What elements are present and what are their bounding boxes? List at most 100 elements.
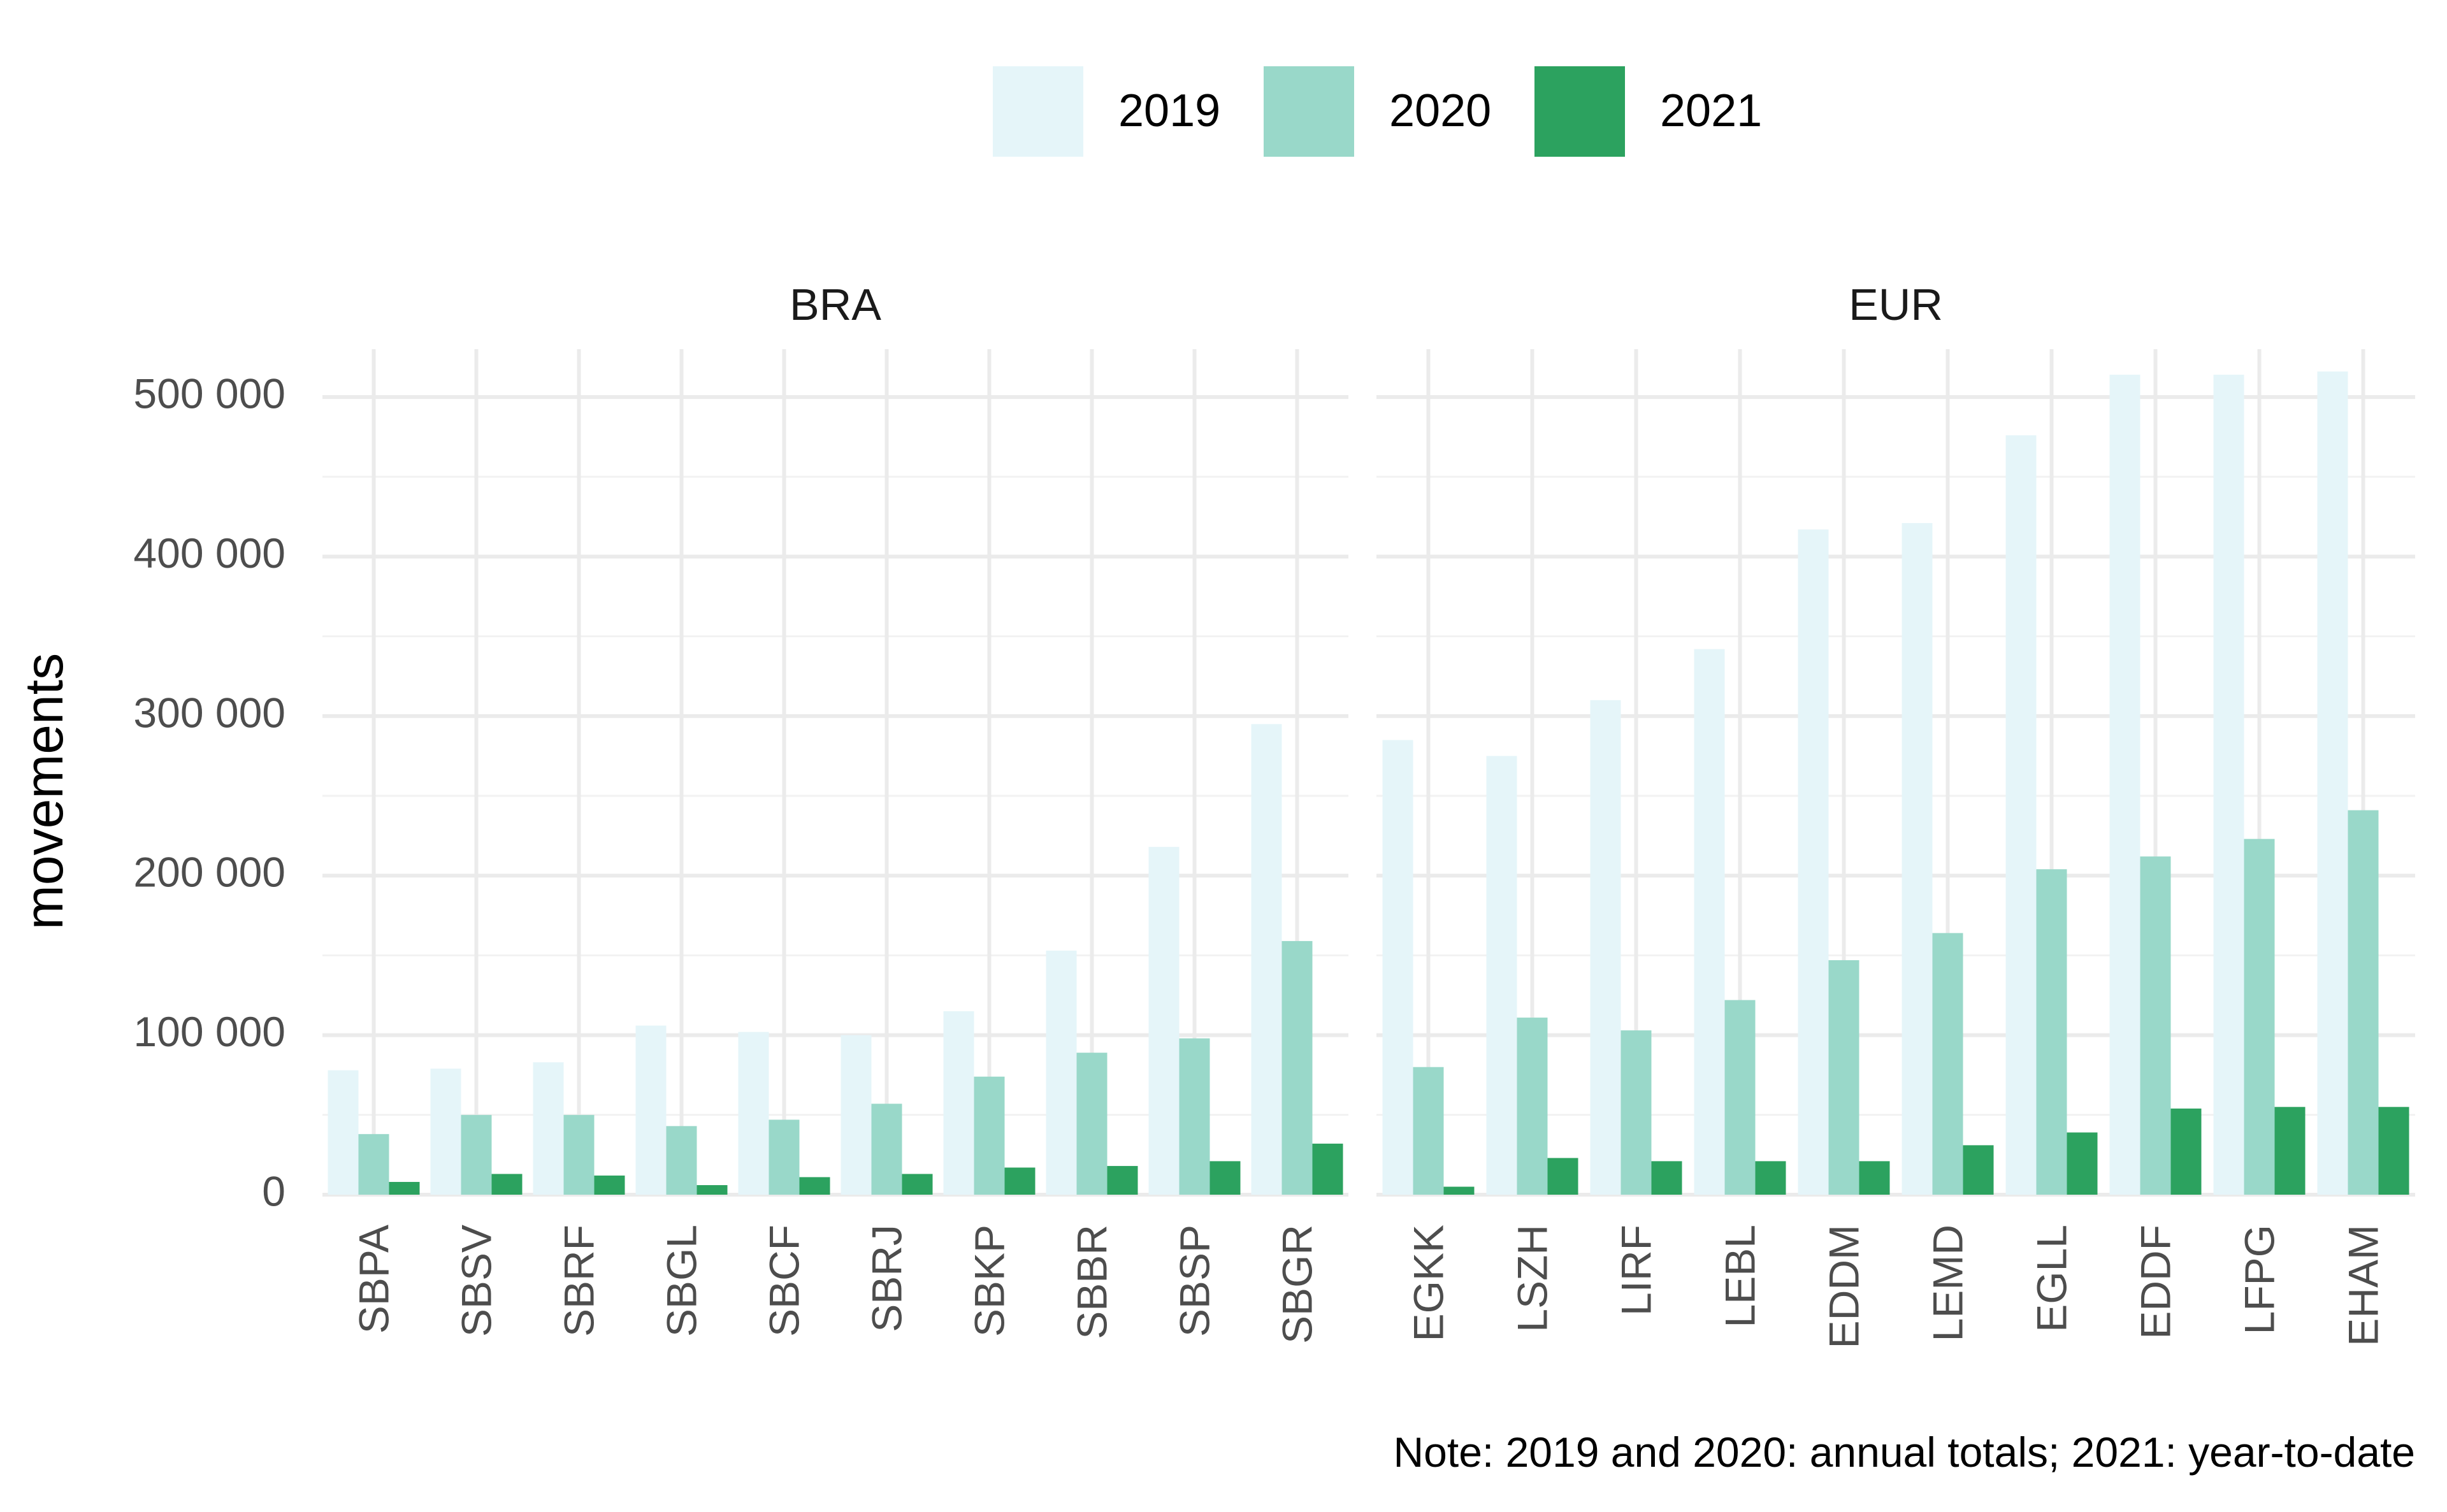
bar-egkk-2019 [1382, 740, 1413, 1195]
bar-sbcf-2019 [738, 1032, 769, 1195]
x-tick-label: SBGR [1274, 1225, 1321, 1344]
bar-lirf-2020 [1621, 1030, 1652, 1195]
bar-sbkp-2020 [974, 1076, 1005, 1195]
x-tick-label: SBKP [966, 1225, 1013, 1337]
bar-sbrf-2020 [563, 1114, 595, 1195]
facet-panel-eur: EGKK LSZH LIRF LEBL EDDM LEMD EGLL EDDF LFPG EHAM… [1376, 280, 2415, 1348]
bar-lebl-2021 [1755, 1161, 1786, 1195]
bar-sbsv-2021 [491, 1174, 523, 1195]
y-tick-label: 0 [262, 1167, 285, 1214]
bar-sbrf-2021 [594, 1175, 625, 1195]
bar-lirf-2021 [1651, 1161, 1682, 1195]
bar-sbpa-2021 [389, 1181, 420, 1195]
bar-lemd-2020 [1932, 933, 1963, 1195]
bar-lfpg-2020 [2244, 839, 2275, 1195]
bar-sbkp-2019 [943, 1011, 974, 1195]
legend-item-2019: 2019 [993, 66, 1220, 157]
bar-lfpg-2021 [2274, 1107, 2306, 1195]
legend: 2019 2020 2021 [993, 66, 1762, 157]
x-tick-label: SBSV [453, 1225, 500, 1337]
bar-lebl-2019 [1694, 649, 1725, 1195]
x-tick-label: SBCF [761, 1225, 808, 1337]
bar-lszh-2021 [1547, 1158, 1578, 1195]
facet-label: BRA [790, 280, 881, 329]
bar-sbgr-2019 [1251, 724, 1282, 1195]
facet-label: EUR [1849, 280, 1943, 329]
y-tick-label: 200 000 [133, 849, 285, 896]
bar-lszh-2020 [1517, 1018, 1548, 1195]
x-tick-label: EHAM [2340, 1225, 2387, 1346]
bar-sbsv-2020 [461, 1114, 492, 1195]
bar-eddm-2019 [1798, 529, 1829, 1195]
chart-note: Note: 2019 and 2020: annual totals; 2021… [1394, 1429, 2416, 1476]
bar-eddm-2021 [1859, 1161, 1890, 1195]
bar-eddf-2021 [2170, 1108, 2202, 1195]
legend-swatch [1534, 66, 1625, 157]
bar-eham-2020 [2348, 810, 2379, 1195]
bar-sbsp-2021 [1209, 1161, 1241, 1195]
bar-sbrj-2020 [871, 1104, 902, 1195]
legend-swatch [1264, 66, 1354, 157]
x-tick-label: SBBR [1069, 1225, 1116, 1339]
x-tick-label: LEBL [1717, 1225, 1764, 1327]
x-tick-label: SBRJ [863, 1225, 911, 1332]
bar-sbkp-2021 [1004, 1167, 1036, 1195]
y-axis-label: movements [14, 653, 74, 930]
bar-sbcf-2021 [799, 1177, 830, 1195]
legend-item-2021: 2021 [1534, 66, 1762, 157]
x-tick-label: SBSP [1171, 1225, 1218, 1337]
x-tick-label: EGKK [1405, 1225, 1452, 1341]
bar-eddm-2020 [1828, 960, 1859, 1195]
bar-sbsp-2020 [1179, 1038, 1210, 1195]
bar-sbbr-2021 [1107, 1165, 1138, 1195]
bar-eddf-2019 [2109, 375, 2140, 1195]
x-tick-label: SBPA [350, 1225, 398, 1334]
legend-swatch [993, 66, 1083, 157]
y-tick-label: 300 000 [133, 689, 285, 736]
bar-lemd-2021 [1963, 1145, 1994, 1195]
x-tick-label: SBRF [556, 1225, 603, 1337]
y-tick-label: 500 000 [133, 370, 285, 417]
bar-egll-2019 [2005, 435, 2037, 1195]
bar-sbpa-2020 [358, 1134, 389, 1195]
x-tick-label: EDDM [1821, 1225, 1868, 1348]
bar-egll-2020 [2036, 869, 2067, 1195]
bar-sbgl-2020 [666, 1126, 697, 1195]
y-tick-label: 100 000 [133, 1008, 285, 1055]
bar-sbsp-2019 [1148, 847, 1180, 1195]
bar-egll-2021 [2067, 1132, 2098, 1195]
bar-sbcf-2020 [769, 1120, 800, 1195]
bar-lszh-2019 [1486, 756, 1517, 1195]
bar-sbrf-2019 [533, 1062, 564, 1195]
x-tick-label: EGLL [2028, 1225, 2075, 1332]
y-axis: 0 100 000 200 000 300 000 400 000 500 000 [133, 370, 285, 1215]
bar-sbgr-2020 [1281, 940, 1313, 1195]
bar-sbsv-2019 [430, 1069, 461, 1195]
legend-label: 2020 [1389, 85, 1491, 136]
bar-sbbr-2019 [1046, 950, 1077, 1195]
bar-eddf-2020 [2140, 856, 2171, 1195]
x-tick-label: LIRF [1613, 1225, 1660, 1316]
bar-sbbr-2020 [1076, 1053, 1108, 1195]
facet-panels: SBPA SBSV SBRF SBGL SBCF SBRJ SBKP SBBR SBSP SBGR… [322, 280, 2415, 1348]
legend-label: 2021 [1660, 85, 1762, 136]
legend-label: 2019 [1118, 85, 1220, 136]
bar-sbrj-2021 [902, 1174, 933, 1195]
x-tick-label: LFPG [2236, 1225, 2283, 1334]
bar-lirf-2019 [1590, 700, 1621, 1195]
y-tick-label: 400 000 [133, 529, 285, 577]
x-tick-label: LSZH [1509, 1225, 1556, 1332]
x-tick-label: SBGL [658, 1225, 705, 1337]
bar-lebl-2020 [1724, 1000, 1756, 1195]
bar-lemd-2019 [1902, 522, 1933, 1195]
bar-egkk-2020 [1413, 1067, 1444, 1195]
bar-eham-2021 [2378, 1107, 2409, 1195]
bar-egkk-2021 [1443, 1186, 1475, 1195]
bar-lfpg-2019 [2213, 375, 2244, 1195]
bar-sbgr-2021 [1312, 1143, 1343, 1195]
x-tick-label: LEMD [1924, 1225, 1972, 1341]
bar-sbgl-2019 [635, 1025, 667, 1195]
facet-panel-bra: SBPA SBSV SBRF SBGL SBCF SBRJ SBKP SBBR SBSP SBGR… [322, 280, 1348, 1344]
x-tick-label: EDDF [2132, 1225, 2179, 1339]
